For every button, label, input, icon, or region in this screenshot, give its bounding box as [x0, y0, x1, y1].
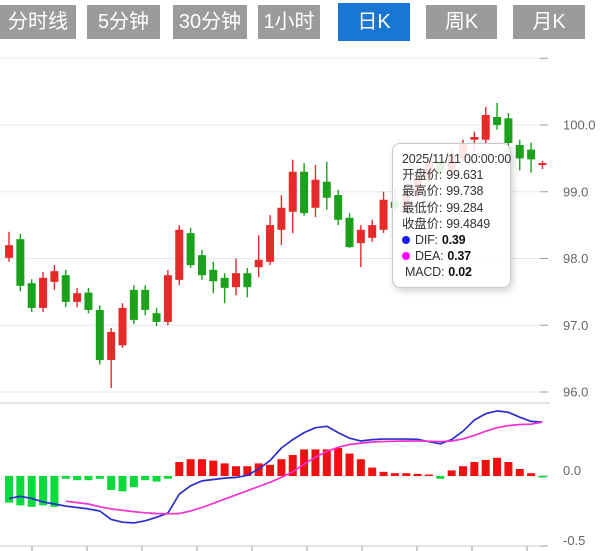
dif-line — [8, 410, 543, 524]
tooltip-dea-row: DEA: 0.37 — [402, 248, 501, 264]
tab-minute-line[interactable]: 分时线 — [0, 5, 76, 39]
open-label: 开盘价: — [402, 168, 443, 183]
price-axis-label: 100.0 — [563, 118, 596, 133]
dea-label: DEA: — [415, 249, 444, 264]
tab-monthly-k[interactable]: 月K — [513, 5, 585, 39]
dea-dot-icon — [402, 252, 410, 261]
close-value: 99.4849 — [446, 216, 490, 231]
tab-30min[interactable]: 30分钟 — [173, 5, 247, 39]
macd-axis-label: 0.0 — [563, 463, 581, 478]
tab-weekly-k[interactable]: 周K — [426, 5, 497, 39]
tooltip-dif-row: DIF: 0.39 — [402, 232, 501, 248]
high-label: 最高价: — [402, 184, 443, 199]
grid-layer — [0, 57, 550, 551]
dif-label: DIF: — [415, 233, 438, 248]
dea-value: 0.37 — [447, 249, 471, 264]
close-label: 收盘价: — [402, 216, 443, 231]
dea-line — [65, 421, 543, 515]
tooltip-low-row: 最低价: 99.284 — [402, 200, 501, 216]
price-axis-label: 98.0 — [563, 251, 588, 266]
tooltip-macd-row: MACD: 0.02 — [402, 264, 501, 280]
low-label: 最低价: — [402, 200, 443, 215]
price-axis-label: 99.0 — [563, 184, 588, 199]
macd-value: 0.02 — [448, 265, 472, 280]
tab-daily-k[interactable]: 日K — [338, 3, 410, 41]
dif-value: 0.39 — [441, 233, 466, 248]
high-value: 99.738 — [446, 184, 484, 199]
low-value: 99.284 — [446, 200, 484, 215]
dif-dot-icon — [402, 236, 410, 245]
macd-axis-label: -0.5 — [563, 533, 585, 548]
candles-layer — [5, 102, 547, 388]
open-value: 99.631 — [446, 168, 484, 183]
macd-label: MACD: — [405, 265, 445, 280]
price-axis-label: 96.0 — [563, 385, 588, 400]
tooltip-close-row: 收盘价: 99.4849 — [402, 216, 501, 232]
axis-label-layer: 100.0 99.0 98.0 97.0 96.0 0.0 -0.5 — [563, 118, 596, 549]
tooltip-datetime: 2025/11/11 00:00:00 — [402, 152, 512, 166]
tab-5min[interactable]: 5分钟 — [87, 5, 160, 39]
tooltip-high-row: 最高价: 99.738 — [402, 183, 501, 199]
interval-tab-bar: 分时线 5分钟 30分钟 1小时 日K 周K 月K — [0, 2, 585, 42]
tooltip-open-row: 开盘价: 99.631 — [402, 167, 501, 183]
macd-indicator-layer — [5, 410, 547, 524]
ohlc-tooltip: 2025/11/11 00:00:00 开盘价: 99.631 最高价: 99.73… — [392, 143, 511, 288]
tab-1hour[interactable]: 1小时 — [258, 5, 320, 39]
price-axis-label: 97.0 — [563, 318, 588, 333]
